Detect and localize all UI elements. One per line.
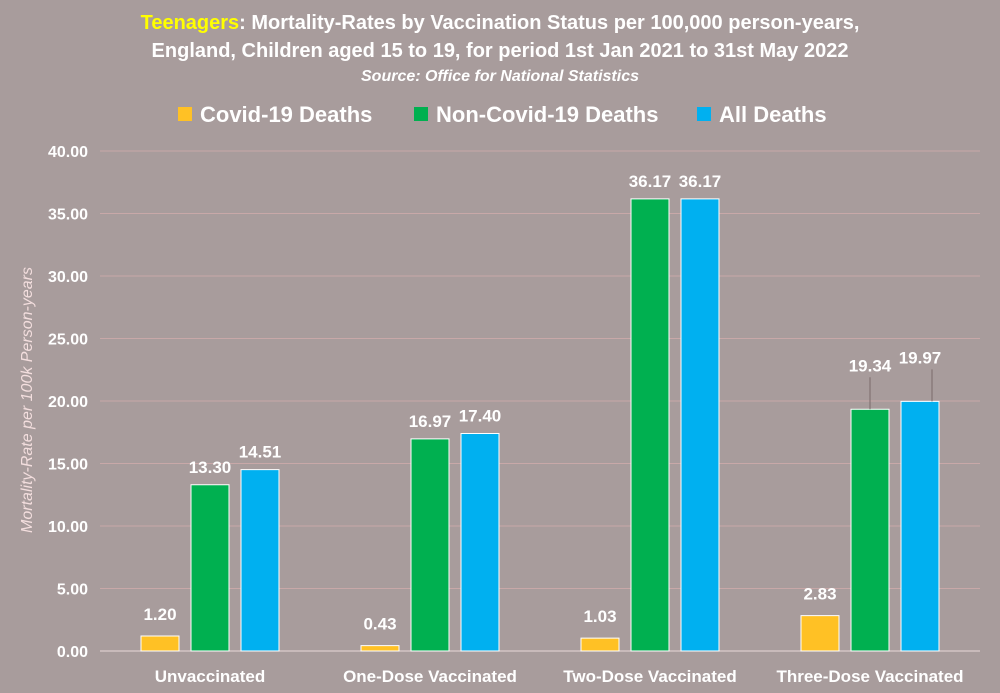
bars bbox=[140, 198, 940, 652]
bar-non-covid-19-deaths-unvaccinated bbox=[190, 484, 230, 652]
bar-covid-19-deaths-unvaccinated bbox=[140, 635, 180, 652]
data-label: 13.30 bbox=[189, 458, 232, 477]
data-label: 36.17 bbox=[629, 172, 672, 191]
bar-all-deaths-unvaccinated bbox=[240, 469, 280, 652]
x-category-label: One-Dose Vaccinated bbox=[343, 667, 517, 686]
gridlines bbox=[100, 150, 980, 652]
data-label: 0.43 bbox=[363, 615, 396, 634]
bar-covid-19-deaths-one-dose-vaccinated bbox=[360, 645, 400, 652]
legend: Covid-19 Deaths Non-Covid-19 Deaths All De… bbox=[178, 102, 827, 127]
bar-covid-19-deaths-two-dose-vaccinated bbox=[580, 637, 620, 652]
data-label: 19.97 bbox=[899, 348, 942, 367]
title-line-1: Teenagers: Mortality-Rates by Vaccinatio… bbox=[141, 12, 860, 34]
title-line-1-rest: : Mortality-Rates by Vaccination Status … bbox=[239, 12, 859, 34]
y-tick-label: 10.00 bbox=[48, 519, 88, 536]
bar-covid-19-deaths-three-dose-vaccinated bbox=[800, 615, 840, 652]
bar-all-deaths-two-dose-vaccinated bbox=[680, 198, 720, 652]
bar-non-covid-19-deaths-three-dose-vaccinated bbox=[850, 408, 890, 652]
x-category-label: Unvaccinated bbox=[155, 667, 266, 686]
y-tick-label: 25.00 bbox=[48, 332, 88, 349]
y-tick-label: 15.00 bbox=[48, 457, 88, 474]
y-axis-label: Mortality-Rate per 100k Person-years bbox=[19, 267, 36, 533]
y-tick-label: 5.00 bbox=[57, 582, 88, 599]
x-axis-categories: Unvaccinated One-Dose Vaccinated Two-Dose … bbox=[155, 667, 964, 686]
data-label: 19.34 bbox=[849, 356, 892, 375]
legend-swatch bbox=[414, 107, 428, 121]
data-label: 14.51 bbox=[239, 443, 282, 462]
chart-source: Source: Office for National Statistics bbox=[361, 68, 639, 85]
chart-title: Teenagers: Mortality-Rates by Vaccinatio… bbox=[141, 12, 860, 85]
bar-non-covid-19-deaths-one-dose-vaccinated bbox=[410, 438, 450, 652]
y-tick-label: 20.00 bbox=[48, 394, 88, 411]
data-label: 2.83 bbox=[803, 585, 836, 604]
legend-swatch bbox=[178, 107, 192, 121]
data-labels: 1.20 13.30 14.51 0.43 16.97 17.40 1.03 36.17 36.… bbox=[143, 172, 941, 634]
x-category-label: Two-Dose Vaccinated bbox=[563, 667, 737, 686]
legend-label: Non-Covid-19 Deaths bbox=[436, 102, 658, 127]
data-label: 36.17 bbox=[679, 172, 722, 191]
bar-all-deaths-three-dose-vaccinated bbox=[900, 400, 940, 652]
bar-non-covid-19-deaths-two-dose-vaccinated bbox=[630, 198, 670, 652]
data-label: 1.20 bbox=[143, 605, 176, 624]
y-tick-label: 35.00 bbox=[48, 207, 88, 224]
legend-label: Covid-19 Deaths bbox=[200, 102, 372, 127]
y-tick-label: 30.00 bbox=[48, 269, 88, 286]
y-tick-label: 40.00 bbox=[48, 144, 88, 161]
y-axis-ticks: 0.00 5.00 10.00 15.00 20.00 25.00 30.00 35.00 40… bbox=[48, 144, 88, 661]
title-line-2: England, Children aged 15 to 19, for per… bbox=[152, 40, 849, 62]
data-label: 16.97 bbox=[409, 412, 452, 431]
data-label: 17.40 bbox=[459, 407, 502, 426]
legend-swatch bbox=[697, 107, 711, 121]
legend-label: All Deaths bbox=[719, 102, 827, 127]
y-tick-label: 0.00 bbox=[57, 644, 88, 661]
bar-all-deaths-one-dose-vaccinated bbox=[460, 433, 500, 652]
x-category-label: Three-Dose Vaccinated bbox=[776, 667, 963, 686]
title-highlight: Teenagers bbox=[141, 12, 240, 34]
data-label: 1.03 bbox=[583, 607, 616, 626]
